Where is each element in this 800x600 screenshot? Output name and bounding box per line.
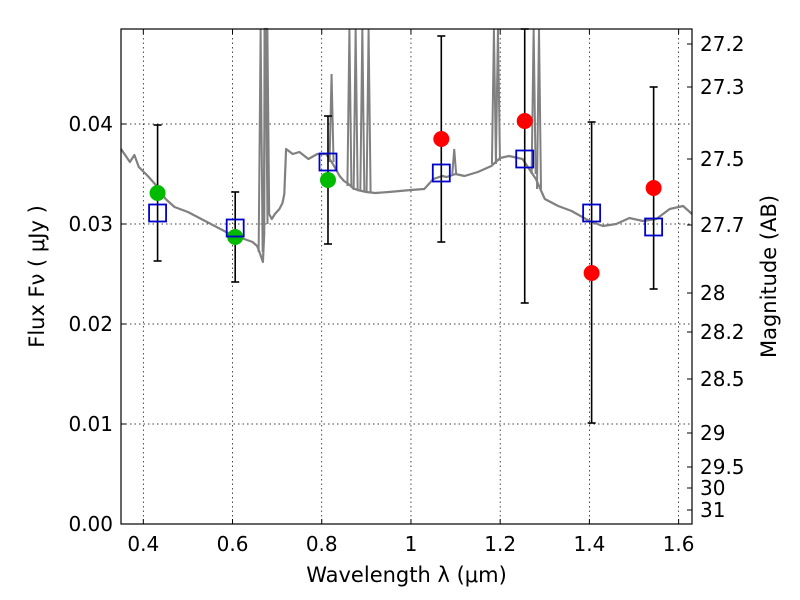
x-tick-label: 1.4 xyxy=(573,532,605,556)
emission-line-spike xyxy=(359,28,366,192)
emission-line-spike xyxy=(535,28,542,190)
right-axis-tick-label: 27.2 xyxy=(700,32,745,56)
right-axis-label: Magnitude (AB) xyxy=(757,195,781,358)
emission-line-spike xyxy=(352,28,359,191)
x-tick-label: 0.6 xyxy=(217,532,249,556)
points-layer xyxy=(148,113,664,281)
y-tick-label: 0.04 xyxy=(68,112,113,136)
right-axis-tick-label: 28 xyxy=(700,281,725,305)
error-bars-layer xyxy=(153,28,658,424)
x-axis-label: Wavelength λ (μm) xyxy=(306,563,507,587)
right-axis-tick-label: 28.2 xyxy=(700,320,745,344)
model-point-square xyxy=(582,203,602,223)
model-point-square xyxy=(225,218,245,238)
observed-point-green xyxy=(319,172,336,188)
observed-point-green xyxy=(149,185,166,201)
observed-point-red xyxy=(516,113,533,129)
model-spectrum-line xyxy=(120,27,693,264)
emission-line-spike xyxy=(494,28,501,161)
x-tick-label: 0.8 xyxy=(306,532,338,556)
model-point-square xyxy=(515,149,535,169)
right-axis-tick-label: 27.3 xyxy=(700,75,745,99)
emission-line-spike xyxy=(346,28,353,187)
plot-frame xyxy=(120,28,693,525)
x-tick-label: 0.4 xyxy=(127,532,159,556)
right-axis-tick-label: 30 xyxy=(700,476,725,500)
emission-line-spike xyxy=(328,73,335,163)
y-tick-label: 0.01 xyxy=(68,412,113,436)
model-point-square xyxy=(431,163,451,183)
model-spectrum-layer xyxy=(120,27,693,264)
ticks-layer: 0.4 0.6 0.8 1 1.2 1.4 1.6 0.00 0.01 0.02 0.03 0.04 2… xyxy=(68,29,745,556)
observed-point-red xyxy=(433,131,450,147)
right-axis-tick-label: 31 xyxy=(700,498,725,522)
emission-line-spike xyxy=(451,148,458,176)
y-tick-label: 0.02 xyxy=(68,312,113,336)
y-axis-label: Flux Fν ( μJy ) xyxy=(25,205,49,348)
observed-point-red xyxy=(583,265,600,281)
y-tick-label: 0.03 xyxy=(68,212,113,236)
right-axis-tick-label: 29.5 xyxy=(700,455,745,479)
model-point-square xyxy=(644,217,664,237)
grid-lines xyxy=(121,29,692,524)
emission-line-spike xyxy=(365,28,372,193)
x-tick-label: 1.2 xyxy=(484,532,516,556)
emission-line-spike xyxy=(257,28,264,253)
right-axis-tick-label: 29 xyxy=(700,421,725,445)
x-tick-label: 1.6 xyxy=(663,532,695,556)
x-tick-label: 1 xyxy=(405,532,418,556)
right-axis-tick-label: 27.7 xyxy=(700,213,745,237)
model-point-square xyxy=(148,203,167,223)
model-point-square xyxy=(318,152,338,172)
right-axis-tick-label: 28.5 xyxy=(700,367,745,391)
y-tick-label: 0.00 xyxy=(68,512,113,536)
observed-point-red xyxy=(645,180,662,196)
right-axis-tick-label: 27.5 xyxy=(700,147,745,171)
